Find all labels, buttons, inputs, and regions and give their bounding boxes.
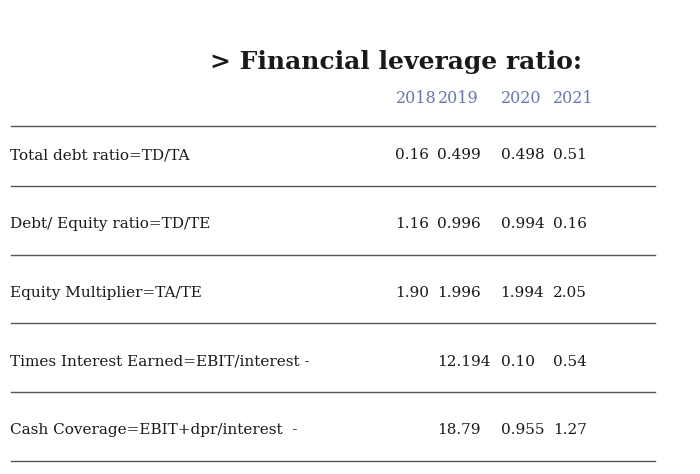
Text: 1.994: 1.994: [500, 286, 545, 300]
Text: 18.79: 18.79: [438, 423, 481, 438]
Text: 1.996: 1.996: [438, 286, 482, 300]
Text: 0.955: 0.955: [500, 423, 544, 438]
Text: 1.90: 1.90: [395, 286, 430, 300]
Text: 12.194: 12.194: [438, 355, 491, 369]
Text: 2021: 2021: [553, 90, 594, 107]
Text: 2018: 2018: [395, 90, 436, 107]
Text: > Financial leverage ratio:: > Financial leverage ratio:: [210, 50, 582, 74]
Text: Debt/ Equity ratio=TD/TE: Debt/ Equity ratio=TD/TE: [10, 217, 211, 231]
Text: 2.05: 2.05: [553, 286, 587, 300]
Text: 0.51: 0.51: [553, 148, 587, 163]
Text: Total debt ratio=TD/TA: Total debt ratio=TD/TA: [10, 148, 190, 163]
Text: 0.498: 0.498: [500, 148, 544, 163]
Text: Times Interest Earned=EBIT/interest -: Times Interest Earned=EBIT/interest -: [10, 355, 310, 369]
Text: Equity Multiplier=TA/TE: Equity Multiplier=TA/TE: [10, 286, 202, 300]
Text: 0.10: 0.10: [500, 355, 535, 369]
Text: 0.994: 0.994: [500, 217, 545, 231]
Text: 0.996: 0.996: [438, 217, 482, 231]
Text: 0.16: 0.16: [395, 148, 430, 163]
Text: 0.16: 0.16: [553, 217, 587, 231]
Text: 2020: 2020: [500, 90, 541, 107]
Text: 2019: 2019: [438, 90, 478, 107]
Text: 0.54: 0.54: [553, 355, 587, 369]
Text: 0.499: 0.499: [438, 148, 482, 163]
Text: Cash Coverage=EBIT+dpr/interest  -: Cash Coverage=EBIT+dpr/interest -: [10, 423, 298, 438]
Text: 1.27: 1.27: [553, 423, 587, 438]
Text: 1.16: 1.16: [395, 217, 430, 231]
